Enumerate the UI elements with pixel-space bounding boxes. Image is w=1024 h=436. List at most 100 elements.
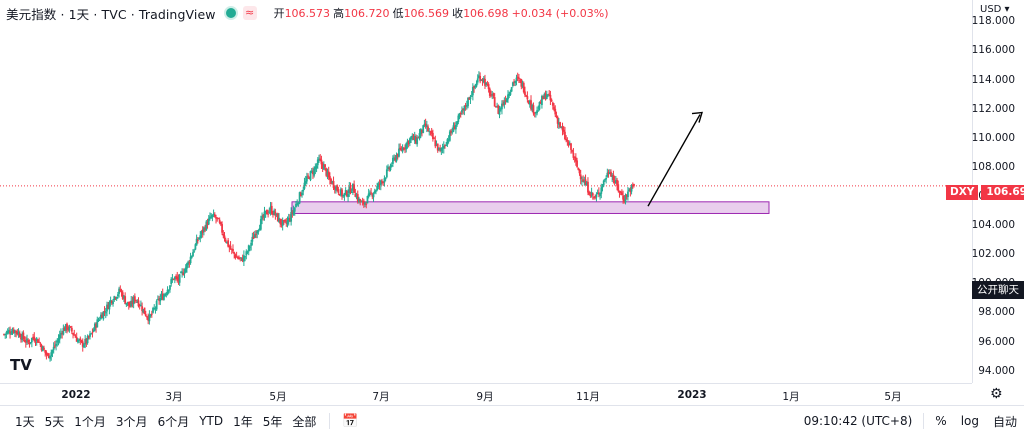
- candle-body: [497, 105, 500, 114]
- candle-body: [395, 154, 398, 162]
- candle-body: [530, 100, 532, 110]
- candle-body: [112, 301, 114, 304]
- candle-body: [193, 250, 196, 252]
- candle-body: [531, 105, 534, 110]
- log-toggle[interactable]: log: [960, 414, 979, 428]
- candle-body: [599, 192, 601, 196]
- candle-body: [532, 105, 535, 114]
- candle-body: [524, 91, 526, 96]
- ohlc-key: 低: [392, 7, 404, 20]
- candle-body: [85, 338, 88, 344]
- price-tick-label: 114.000: [971, 73, 1015, 86]
- candle-body: [462, 108, 465, 111]
- candle-body: [140, 304, 142, 307]
- candle-body: [46, 354, 49, 356]
- chart-canvas[interactable]: 𝗧𝗩: [0, 0, 972, 383]
- candle-body: [368, 192, 371, 196]
- auto-scale-toggle[interactable]: 自动: [992, 414, 1017, 429]
- candle-body: [608, 172, 611, 174]
- clock-timezone[interactable]: 09:10:42 (UTC+8): [803, 414, 913, 428]
- candle-body: [618, 190, 621, 194]
- candle-body: [394, 157, 397, 161]
- candle-body: [465, 105, 468, 107]
- candle-body: [423, 123, 426, 126]
- candle-body: [345, 190, 348, 197]
- candle-body: [259, 219, 262, 230]
- candle-body: [542, 96, 545, 100]
- range-button[interactable]: 1天: [15, 414, 35, 429]
- candle-body: [273, 210, 276, 215]
- candle-body: [269, 206, 272, 211]
- candle-body: [285, 222, 288, 224]
- price-tick-label: 104.000: [971, 219, 1015, 232]
- candle-body: [620, 192, 623, 196]
- range-button[interactable]: 全部: [292, 414, 317, 429]
- candle-body: [159, 297, 162, 302]
- divider: [923, 413, 925, 429]
- candle-body: [195, 238, 198, 246]
- candle-body: [342, 195, 345, 197]
- candle-body: [485, 82, 488, 85]
- candle-body: [10, 333, 13, 335]
- currency-selector[interactable]: USD ▾: [980, 4, 1010, 15]
- candle-body: [245, 251, 248, 256]
- candle-body: [37, 339, 39, 343]
- candle-body: [233, 252, 236, 255]
- candle-body: [318, 158, 320, 161]
- candle-body: [207, 218, 210, 225]
- candle-body: [41, 346, 44, 352]
- candle-body: [550, 99, 553, 102]
- range-button[interactable]: 6个月: [157, 414, 190, 429]
- gear-icon[interactable]: ⚙: [990, 386, 1003, 402]
- range-button[interactable]: 1个月: [74, 414, 106, 429]
- candle-body: [376, 185, 379, 191]
- symbol-title[interactable]: 美元指数 · 1天 · TVC · TradingView: [6, 6, 216, 22]
- candle-body: [319, 158, 322, 161]
- candle-body: [146, 316, 148, 318]
- candle-body: [591, 193, 594, 196]
- candle-body: [560, 126, 563, 128]
- range-button[interactable]: YTD: [199, 414, 224, 428]
- candle-body: [91, 332, 94, 334]
- public-chat-button[interactable]: 公开聊天: [972, 281, 1024, 299]
- candle-body: [602, 180, 605, 186]
- candle-body: [213, 214, 216, 217]
- candle-body: [623, 199, 626, 203]
- candle-body: [203, 227, 205, 232]
- range-button[interactable]: 5年: [262, 414, 283, 429]
- range-button[interactable]: 3个月: [115, 414, 148, 429]
- candle-body: [16, 331, 19, 335]
- last-price-symbol: DXY: [946, 185, 979, 200]
- candle-body: [401, 147, 404, 152]
- candle-body: [402, 148, 405, 150]
- candle-body: [606, 172, 609, 177]
- candle-body: [579, 174, 582, 180]
- candle-body: [436, 143, 439, 151]
- candle-body: [358, 198, 360, 202]
- candle-body: [79, 338, 82, 340]
- candle-body: [476, 78, 479, 83]
- candle-body: [551, 102, 554, 106]
- candle-body: [232, 248, 234, 252]
- candle-body: [361, 201, 364, 203]
- candle-body: [629, 188, 632, 193]
- range-button[interactable]: 1年: [233, 414, 253, 429]
- candle-body: [98, 319, 101, 321]
- candle-body: [490, 94, 492, 96]
- candle-body: [607, 172, 610, 175]
- candle-body: [132, 297, 135, 305]
- candle-body: [507, 94, 509, 100]
- candle-body: [379, 180, 382, 186]
- range-button[interactable]: 5天: [44, 414, 65, 429]
- calendar-goto-icon[interactable]: 📅: [342, 413, 359, 429]
- candle-body: [614, 180, 617, 184]
- candle-body: [39, 343, 42, 345]
- candle-body: [66, 323, 68, 330]
- candle-body: [136, 301, 139, 303]
- percent-toggle[interactable]: %: [935, 414, 947, 428]
- candle-body: [566, 140, 569, 142]
- candle-body: [47, 353, 50, 359]
- candle-body: [44, 349, 47, 353]
- time-axis[interactable]: 2022 3月 5月 7月 9月 11月 2023 1月 5月: [0, 383, 972, 406]
- wave-icon[interactable]: ≈: [242, 6, 257, 20]
